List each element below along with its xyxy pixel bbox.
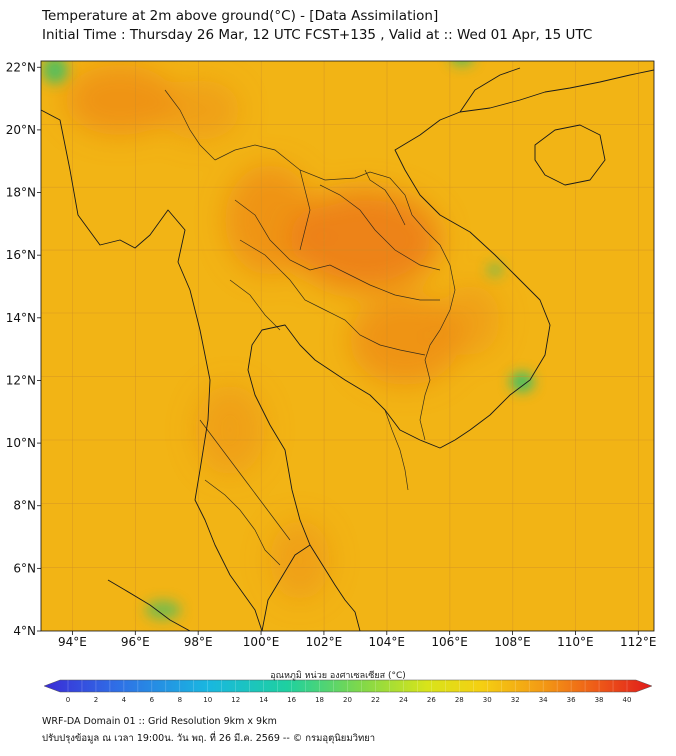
lat-tick-label: 16°N — [6, 248, 36, 262]
colorbar-tick-label: 10 — [203, 696, 212, 704]
map-frame — [40, 60, 655, 632]
lon-tick-label: 112°E — [620, 635, 657, 649]
lon-tick-label: 94°E — [58, 635, 87, 649]
colorbar-tick-label: 34 — [539, 696, 548, 704]
lat-tick-label: 4°N — [13, 624, 36, 638]
colorbar-tick-label: 30 — [483, 696, 492, 704]
colorbar-label: อุณหภูมิ หน่วย องศาเซลเซียส (°C) — [270, 671, 406, 681]
lon-tick-label: 108°E — [494, 635, 531, 649]
colorbar-tick-label: 32 — [511, 696, 520, 704]
colorbar-bar — [43, 679, 653, 693]
temperature-field — [41, 61, 654, 631]
lat-tick-label: 14°N — [6, 311, 36, 325]
model-info: WRF-DA Domain 01 :: Grid Resolution 9km … — [42, 716, 277, 727]
colorbar-tick-label: 36 — [567, 696, 576, 704]
lat-tick-label: 20°N — [6, 123, 36, 137]
colorbar-tick-label: 18 — [315, 696, 324, 704]
colorbar-tick-label: 22 — [371, 696, 380, 704]
map-subtitle: Initial Time : Thursday 26 Mar, 12 UTC F… — [42, 27, 593, 43]
lon-tick-label: 96°E — [121, 635, 150, 649]
colorbar-tick-label: 38 — [595, 696, 604, 704]
longitude-axis: 94°E 96°E 98°E 100°E 102°E 104°E 106°E 108°E 110… — [58, 631, 657, 649]
colorbar-ticks: 0 2 4 6 8 10 12 14 16 18 20 22 24 26 28 30 32 34 36 38 40 — [66, 680, 632, 704]
latitude-axis: 22°N 20°N 18°N 16°N 14°N 12°N 10°N 8°N 6°N 4°N — [6, 60, 41, 638]
lon-tick-label: 98°E — [184, 635, 213, 649]
colorbar: 0 2 4 6 8 10 12 14 16 18 20 22 24 26 28 30 32 34 36 38 40 — [43, 679, 653, 704]
colorbar-tick-label: 28 — [455, 696, 464, 704]
graticule — [41, 61, 654, 631]
lat-tick-label: 12°N — [6, 373, 36, 387]
lat-tick-label: 8°N — [13, 499, 36, 513]
coastlines — [41, 67, 654, 631]
colorbar-tick-label: 8 — [178, 696, 182, 704]
lon-tick-label: 100°E — [243, 635, 280, 649]
colorbar-tick-label: 0 — [66, 696, 70, 704]
colorbar-tick-label: 2 — [94, 696, 98, 704]
lat-tick-label: 22°N — [6, 60, 36, 74]
lat-tick-label: 18°N — [6, 186, 36, 200]
colorbar-tick-label: 12 — [231, 696, 240, 704]
lon-tick-label: 106°E — [431, 635, 468, 649]
colorbar-tick-label: 24 — [399, 696, 408, 704]
colorbar-tick-label: 4 — [122, 696, 127, 704]
colorbar-tick-label: 14 — [259, 696, 268, 704]
colorbar-tick-label: 6 — [150, 696, 155, 704]
colorbar-tick-label: 26 — [427, 696, 436, 704]
lon-tick-label: 104°E — [369, 635, 406, 649]
map-title: Temperature at 2m above ground(°C) - [Da… — [42, 8, 439, 24]
update-info: ปรับปรุงข้อมูล ณ เวลา 19:00น. วัน พฤ. ที… — [42, 733, 376, 744]
lon-tick-label: 102°E — [306, 635, 343, 649]
admin-borders — [164, 89, 456, 566]
colorbar-tick-label: 40 — [623, 696, 632, 704]
colorbar-tick-label: 16 — [287, 696, 296, 704]
lat-tick-label: 10°N — [6, 436, 36, 450]
lon-tick-label: 110°E — [557, 635, 594, 649]
lat-tick-label: 6°N — [13, 561, 36, 575]
colorbar-tick-label: 20 — [343, 696, 352, 704]
